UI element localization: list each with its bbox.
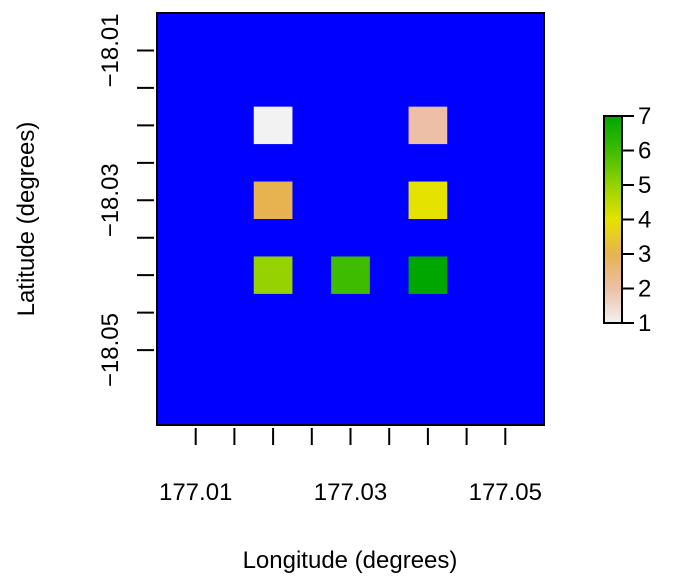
raster-cell-value-7 (408, 256, 448, 294)
x-tick-label: 177.03 (314, 479, 387, 506)
y-axis-title: Latitude (degrees) (13, 122, 40, 317)
legend-color-bar (604, 116, 622, 323)
legend-tick-label: 7 (638, 103, 651, 130)
legend-tick-label: 6 (638, 138, 651, 165)
legend-tick-label: 1 (638, 310, 651, 337)
legend-tick-label: 2 (638, 276, 651, 303)
x-axis-title: Longitude (degrees) (243, 547, 458, 574)
y-tick-label: −18.05 (97, 313, 124, 387)
y-tick-label: −18.01 (97, 13, 124, 87)
legend-tick-label: 3 (638, 241, 651, 268)
y-tick-label: −18.03 (97, 163, 124, 237)
plot-area (157, 13, 544, 425)
raster-cell-value-5 (253, 256, 293, 294)
x-tick-label: 177.05 (469, 479, 542, 506)
raster-background (157, 13, 544, 425)
raster-cell-value-1 (253, 106, 293, 145)
color-legend: 1 2 3 4 5 6 7 (603, 103, 651, 337)
raster-cell-value-6 (331, 256, 370, 294)
x-tick-label: 177.01 (159, 479, 232, 506)
legend-tick-label: 4 (638, 207, 651, 234)
axes: 177.01 177.03 177.05 −18.01 −18.03 −18.05 (97, 12, 545, 506)
legend-tick-label: 5 (638, 172, 651, 199)
plot-frame (156, 12, 545, 426)
raster-cell-value-3 (253, 181, 293, 219)
raster-cell-value-4 (408, 181, 448, 219)
raster-cell-value-2 (408, 106, 448, 145)
